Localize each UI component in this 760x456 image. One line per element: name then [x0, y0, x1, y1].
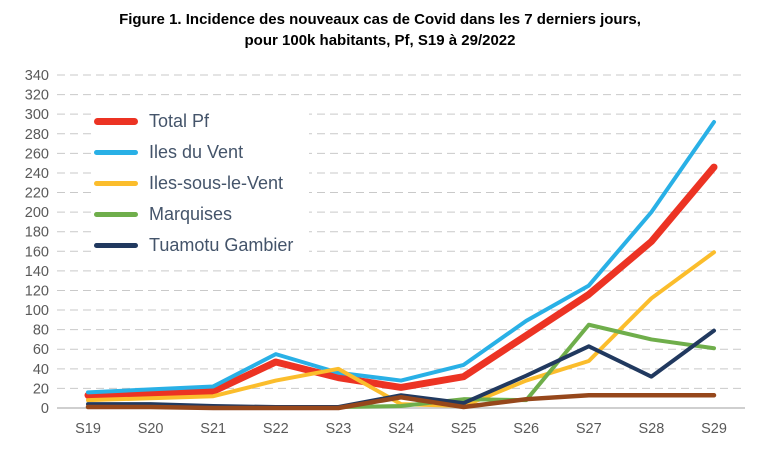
legend-swatch [94, 150, 138, 155]
y-tick-label: 180 [25, 225, 49, 241]
legend-item: Marquises [94, 199, 293, 230]
x-tick-label: S19 [75, 421, 101, 437]
figure-title: Figure 1. Incidence des nouveaux cas de … [0, 9, 760, 52]
x-tick-label: S21 [200, 421, 226, 437]
series-lines [84, 120, 718, 411]
y-tick-label: 220 [25, 186, 49, 202]
x-tick-label: S24 [388, 421, 414, 437]
x-tick-label: S27 [576, 421, 602, 437]
legend-swatch [94, 243, 138, 248]
legend-item: Total Pf [94, 106, 293, 137]
y-tick-label: 140 [25, 264, 49, 280]
y-tick-label: 120 [25, 283, 49, 299]
y-tick-label: 100 [25, 303, 49, 319]
legend-item: Iles du Vent [94, 137, 293, 168]
legend-label: Iles du Vent [149, 142, 244, 162]
y-tick-label: 160 [25, 244, 49, 260]
legend-item: Tuamotu Gambier [94, 230, 293, 261]
x-tick-label: S28 [638, 421, 664, 437]
x-tick-label: S20 [138, 421, 164, 437]
legend-label: Iles-sous-le-Vent [149, 173, 284, 193]
y-tick-label: 300 [25, 107, 49, 123]
y-tick-label: 260 [25, 146, 49, 162]
x-tick-label: S23 [325, 421, 351, 437]
series-line-iles-du-vent [86, 120, 716, 395]
series-line-unlabeled-brown-series [85, 393, 717, 411]
legend-label: Tuamotu Gambier [149, 235, 294, 255]
legend-swatch [94, 212, 138, 217]
legend-swatch [94, 118, 138, 125]
x-tick-labels: S19 S20 S21 S22 S23 S24 S25 S26 S27 S28 S29 [75, 421, 727, 437]
y-tick-labels: 0 20 40 60 80 100 120 140 160 180 200 220 240 260 280 3… [25, 68, 49, 417]
legend-label: Marquises [149, 204, 233, 224]
chart-legend: Total Pf Iles du Vent Iles-sous-le-Vent Mar… [92, 104, 310, 263]
y-tick-label: 40 [33, 362, 49, 378]
legend-label: Total Pf [149, 111, 210, 131]
y-tick-label: 320 [25, 88, 49, 104]
x-tick-label: S29 [701, 421, 727, 437]
y-tick-label: 80 [33, 323, 49, 339]
y-tick-label: 0 [41, 401, 49, 417]
figure-title-line2: pour 100k habitants, Pf, S19 à 29/2022 [244, 32, 516, 50]
y-tick-label: 340 [25, 68, 49, 84]
x-tick-label: S22 [263, 421, 289, 437]
x-tick-label: S26 [513, 421, 539, 437]
y-tick-label: 280 [25, 127, 49, 143]
legend-swatch [94, 181, 138, 186]
legend-item: Iles-sous-le-Vent [94, 168, 293, 199]
y-tick-label: 200 [25, 205, 49, 221]
y-tick-label: 20 [33, 381, 49, 397]
x-tick-label: S25 [451, 421, 477, 437]
y-tick-label: 240 [25, 166, 49, 182]
series-line-total-pf [84, 163, 718, 399]
figure-title-line1: Figure 1. Incidence des nouveaux cas de … [119, 11, 641, 28]
y-tick-label: 60 [33, 342, 49, 358]
